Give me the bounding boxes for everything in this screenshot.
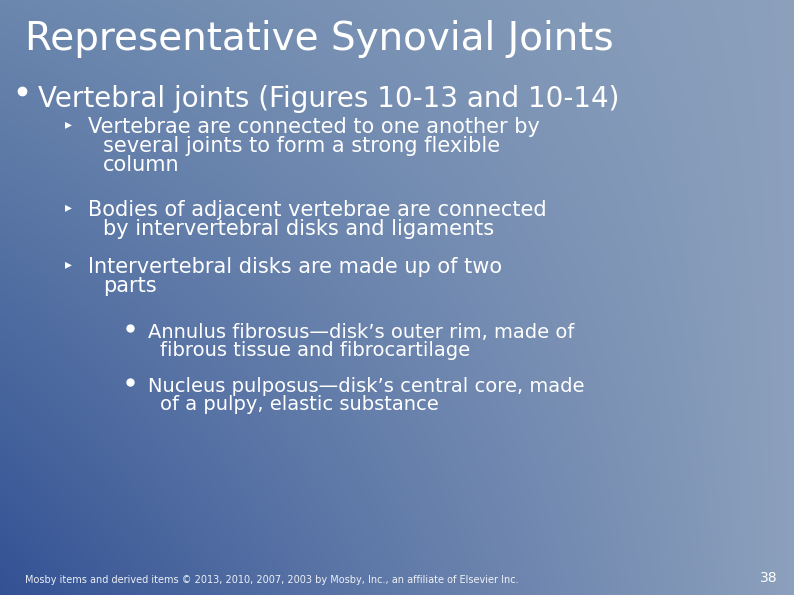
Text: parts: parts	[103, 276, 156, 296]
Text: Intervertebral disks are made up of two: Intervertebral disks are made up of two	[88, 257, 502, 277]
Text: several joints to form a strong flexible: several joints to form a strong flexible	[103, 136, 500, 156]
Text: 38: 38	[761, 571, 778, 585]
Text: by intervertebral disks and ligaments: by intervertebral disks and ligaments	[103, 219, 494, 239]
Text: column: column	[103, 155, 179, 175]
Text: Nucleus pulposus—disk’s central core, made: Nucleus pulposus—disk’s central core, ma…	[148, 377, 584, 396]
Text: Vertebrae are connected to one another by: Vertebrae are connected to one another b…	[88, 117, 540, 137]
Text: Bodies of adjacent vertebrae are connected: Bodies of adjacent vertebrae are connect…	[88, 200, 546, 220]
Text: Vertebral joints (Figures 10-13 and 10-14): Vertebral joints (Figures 10-13 and 10-1…	[38, 85, 619, 113]
Text: of a pulpy, elastic substance: of a pulpy, elastic substance	[160, 395, 439, 414]
Text: Annulus fibrosus—disk’s outer rim, made of: Annulus fibrosus—disk’s outer rim, made …	[148, 323, 574, 342]
Text: ▸: ▸	[65, 257, 72, 271]
Text: Mosby items and derived items © 2013, 2010, 2007, 2003 by Mosby, Inc., an affili: Mosby items and derived items © 2013, 20…	[25, 575, 518, 585]
Text: fibrous tissue and fibrocartilage: fibrous tissue and fibrocartilage	[160, 341, 470, 360]
Text: ▸: ▸	[65, 200, 72, 214]
Text: ▸: ▸	[65, 117, 72, 131]
Text: Representative Synovial Joints: Representative Synovial Joints	[25, 20, 614, 58]
